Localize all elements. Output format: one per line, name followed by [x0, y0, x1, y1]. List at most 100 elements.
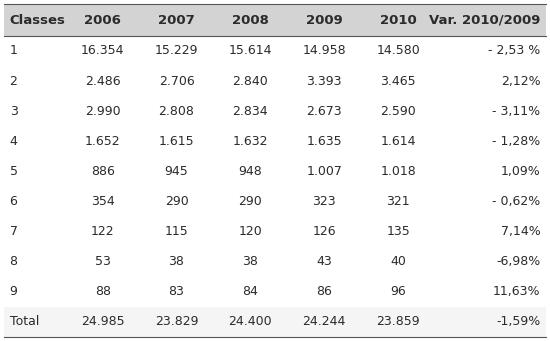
Text: - 1,28%: - 1,28% [492, 135, 541, 148]
FancyBboxPatch shape [4, 36, 65, 66]
Text: 23.859: 23.859 [376, 315, 420, 328]
FancyBboxPatch shape [4, 96, 65, 126]
Text: - 3,11%: - 3,11% [492, 105, 541, 118]
Text: - 2,53 %: - 2,53 % [488, 44, 541, 58]
Text: 1.007: 1.007 [306, 165, 342, 178]
Text: 2.706: 2.706 [158, 75, 194, 88]
FancyBboxPatch shape [65, 187, 140, 217]
Text: 24.400: 24.400 [229, 315, 272, 328]
FancyBboxPatch shape [361, 96, 435, 126]
FancyBboxPatch shape [287, 36, 361, 66]
Text: 2.673: 2.673 [306, 105, 342, 118]
Text: 1.635: 1.635 [306, 135, 342, 148]
Text: 15.229: 15.229 [155, 44, 198, 58]
FancyBboxPatch shape [213, 36, 287, 66]
Text: 2.834: 2.834 [233, 105, 268, 118]
FancyBboxPatch shape [287, 96, 361, 126]
Text: -6,98%: -6,98% [496, 255, 541, 268]
Text: 290: 290 [164, 195, 189, 208]
Text: 948: 948 [239, 165, 262, 178]
FancyBboxPatch shape [140, 36, 213, 66]
Text: 6: 6 [9, 195, 18, 208]
Text: 1,09%: 1,09% [500, 165, 541, 178]
Text: 24.985: 24.985 [81, 315, 124, 328]
Text: Classes: Classes [9, 14, 65, 27]
FancyBboxPatch shape [435, 156, 546, 187]
FancyBboxPatch shape [140, 4, 213, 36]
FancyBboxPatch shape [361, 307, 435, 337]
Text: 120: 120 [239, 225, 262, 238]
FancyBboxPatch shape [435, 307, 546, 337]
FancyBboxPatch shape [65, 126, 140, 156]
FancyBboxPatch shape [435, 126, 546, 156]
FancyBboxPatch shape [4, 217, 65, 247]
FancyBboxPatch shape [213, 307, 287, 337]
FancyBboxPatch shape [140, 217, 213, 247]
FancyBboxPatch shape [65, 277, 140, 307]
FancyBboxPatch shape [4, 126, 65, 156]
FancyBboxPatch shape [213, 217, 287, 247]
FancyBboxPatch shape [65, 156, 140, 187]
Text: 2007: 2007 [158, 14, 195, 27]
Text: 4: 4 [9, 135, 18, 148]
FancyBboxPatch shape [361, 187, 435, 217]
Text: 290: 290 [239, 195, 262, 208]
Text: 83: 83 [169, 285, 184, 298]
FancyBboxPatch shape [4, 4, 65, 36]
Text: 9: 9 [9, 285, 18, 298]
FancyBboxPatch shape [65, 217, 140, 247]
FancyBboxPatch shape [287, 156, 361, 187]
FancyBboxPatch shape [287, 66, 361, 96]
Text: 1: 1 [9, 44, 18, 58]
FancyBboxPatch shape [361, 66, 435, 96]
FancyBboxPatch shape [140, 247, 213, 277]
FancyBboxPatch shape [4, 307, 65, 337]
FancyBboxPatch shape [140, 277, 213, 307]
FancyBboxPatch shape [140, 187, 213, 217]
Text: Var. 2010/2009: Var. 2010/2009 [429, 14, 541, 27]
Text: 945: 945 [164, 165, 189, 178]
Text: 84: 84 [243, 285, 258, 298]
Text: 2,12%: 2,12% [501, 75, 541, 88]
FancyBboxPatch shape [361, 36, 435, 66]
Text: 2008: 2008 [232, 14, 269, 27]
FancyBboxPatch shape [213, 156, 287, 187]
FancyBboxPatch shape [213, 96, 287, 126]
Text: 2.486: 2.486 [85, 75, 120, 88]
FancyBboxPatch shape [213, 4, 287, 36]
FancyBboxPatch shape [361, 217, 435, 247]
FancyBboxPatch shape [65, 36, 140, 66]
Text: 16.354: 16.354 [81, 44, 124, 58]
FancyBboxPatch shape [65, 307, 140, 337]
FancyBboxPatch shape [435, 217, 546, 247]
FancyBboxPatch shape [287, 187, 361, 217]
Text: 3: 3 [9, 105, 18, 118]
Text: 115: 115 [164, 225, 189, 238]
Text: 2.840: 2.840 [233, 75, 268, 88]
Text: 2010: 2010 [379, 14, 416, 27]
Text: 1.652: 1.652 [85, 135, 120, 148]
Text: 886: 886 [91, 165, 114, 178]
Text: 354: 354 [91, 195, 114, 208]
FancyBboxPatch shape [287, 217, 361, 247]
FancyBboxPatch shape [140, 96, 213, 126]
Text: 1.018: 1.018 [380, 165, 416, 178]
Text: 2: 2 [9, 75, 18, 88]
FancyBboxPatch shape [435, 247, 546, 277]
Text: -1,59%: -1,59% [496, 315, 541, 328]
FancyBboxPatch shape [361, 156, 435, 187]
FancyBboxPatch shape [65, 66, 140, 96]
Text: 2006: 2006 [84, 14, 121, 27]
FancyBboxPatch shape [361, 126, 435, 156]
FancyBboxPatch shape [140, 126, 213, 156]
Text: 43: 43 [316, 255, 332, 268]
Text: 14.958: 14.958 [302, 44, 346, 58]
Text: 24.244: 24.244 [302, 315, 346, 328]
FancyBboxPatch shape [4, 156, 65, 187]
FancyBboxPatch shape [435, 66, 546, 96]
FancyBboxPatch shape [213, 66, 287, 96]
FancyBboxPatch shape [65, 4, 140, 36]
FancyBboxPatch shape [65, 96, 140, 126]
Text: 8: 8 [9, 255, 18, 268]
FancyBboxPatch shape [287, 307, 361, 337]
